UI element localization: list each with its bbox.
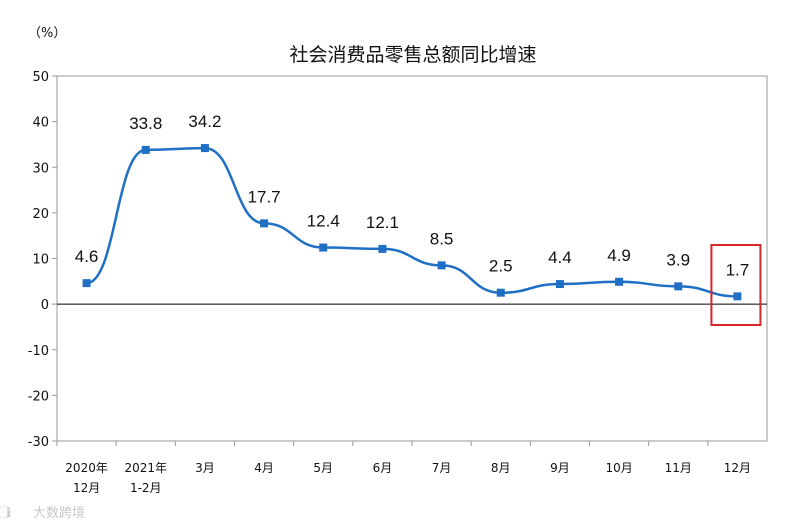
data-label: 1.7	[726, 260, 750, 279]
series-line	[86, 146, 738, 298]
data-point	[319, 243, 328, 252]
data-label: 4.6	[75, 247, 99, 266]
data-label: 3.9	[666, 250, 690, 269]
y-tick-label: -20	[28, 389, 49, 404]
watermark-logo-icon: ℹ︎⃝	[0, 506, 11, 521]
data-point	[260, 219, 269, 228]
watermark-text: 大数跨境	[33, 506, 85, 521]
x-tick-label: 6月	[373, 461, 393, 475]
x-tick-label: 8月	[491, 461, 511, 475]
data-label: 33.8	[129, 114, 162, 133]
data-point	[200, 144, 209, 153]
chart-title: 社会消费品零售总额同比增速	[289, 44, 536, 66]
watermark: ℹ︎⃝ 大数跨境	[0, 506, 85, 521]
data-point	[615, 277, 624, 286]
x-tick-label: 12月	[73, 481, 100, 495]
y-tick-label: 10	[32, 253, 49, 268]
data-label: 12.1	[366, 213, 399, 232]
y-tick-label: 40	[32, 116, 49, 131]
x-axis: 2020年 12月 2021年 1-2月 3月 4月 5月 6月 7月 8月 9月 10月 11月 12月	[56, 441, 751, 495]
highlight-box	[710, 244, 762, 326]
x-tick-label: 3月	[195, 461, 215, 475]
y-tick-label: 20	[32, 207, 49, 222]
data-label: 34.2	[188, 112, 221, 131]
data-point	[733, 292, 742, 301]
y-axis: -30 -20 -10 0 10 20 30 40 50	[28, 70, 57, 450]
data-label: 17.7	[248, 187, 281, 206]
y-tick-label: 50	[32, 70, 49, 85]
y-tick-label: 30	[32, 161, 49, 176]
x-tick-label: 2021年	[124, 461, 167, 475]
x-tick-label: 7月	[432, 461, 452, 475]
data-point	[555, 280, 564, 289]
data-label: 4.4	[548, 248, 572, 267]
data-point	[437, 261, 446, 270]
x-tick-label: 10月	[605, 461, 632, 475]
data-point	[378, 244, 387, 253]
y-tick-label: -10	[28, 344, 49, 359]
x-tick-label: 9月	[550, 461, 570, 475]
data-point	[674, 282, 683, 291]
data-label: 2.5	[489, 257, 513, 276]
y-tick-label: -30	[28, 435, 49, 450]
series-markers	[82, 144, 742, 301]
y-tick-label: 0	[41, 298, 49, 313]
x-tick-label: 12月	[724, 461, 751, 475]
x-tick-label: 5月	[313, 461, 333, 475]
data-point	[141, 145, 150, 154]
x-tick-label: 11月	[665, 461, 692, 475]
data-labels: 4.6 33.8 34.2 17.7 12.4 12.1 8.5 2.5 4.4 4.9 3.9 1.…	[75, 112, 749, 279]
data-label: 12.4	[307, 212, 340, 231]
x-tick-label: 2020年	[65, 461, 108, 475]
data-point	[496, 288, 505, 297]
x-tick-label: 1-2月	[130, 481, 162, 495]
unit-label: （%）	[28, 26, 66, 41]
data-label: 8.5	[430, 229, 454, 248]
data-point	[82, 279, 91, 288]
x-tick-label: 4月	[254, 461, 274, 475]
data-label: 4.9	[607, 246, 631, 265]
